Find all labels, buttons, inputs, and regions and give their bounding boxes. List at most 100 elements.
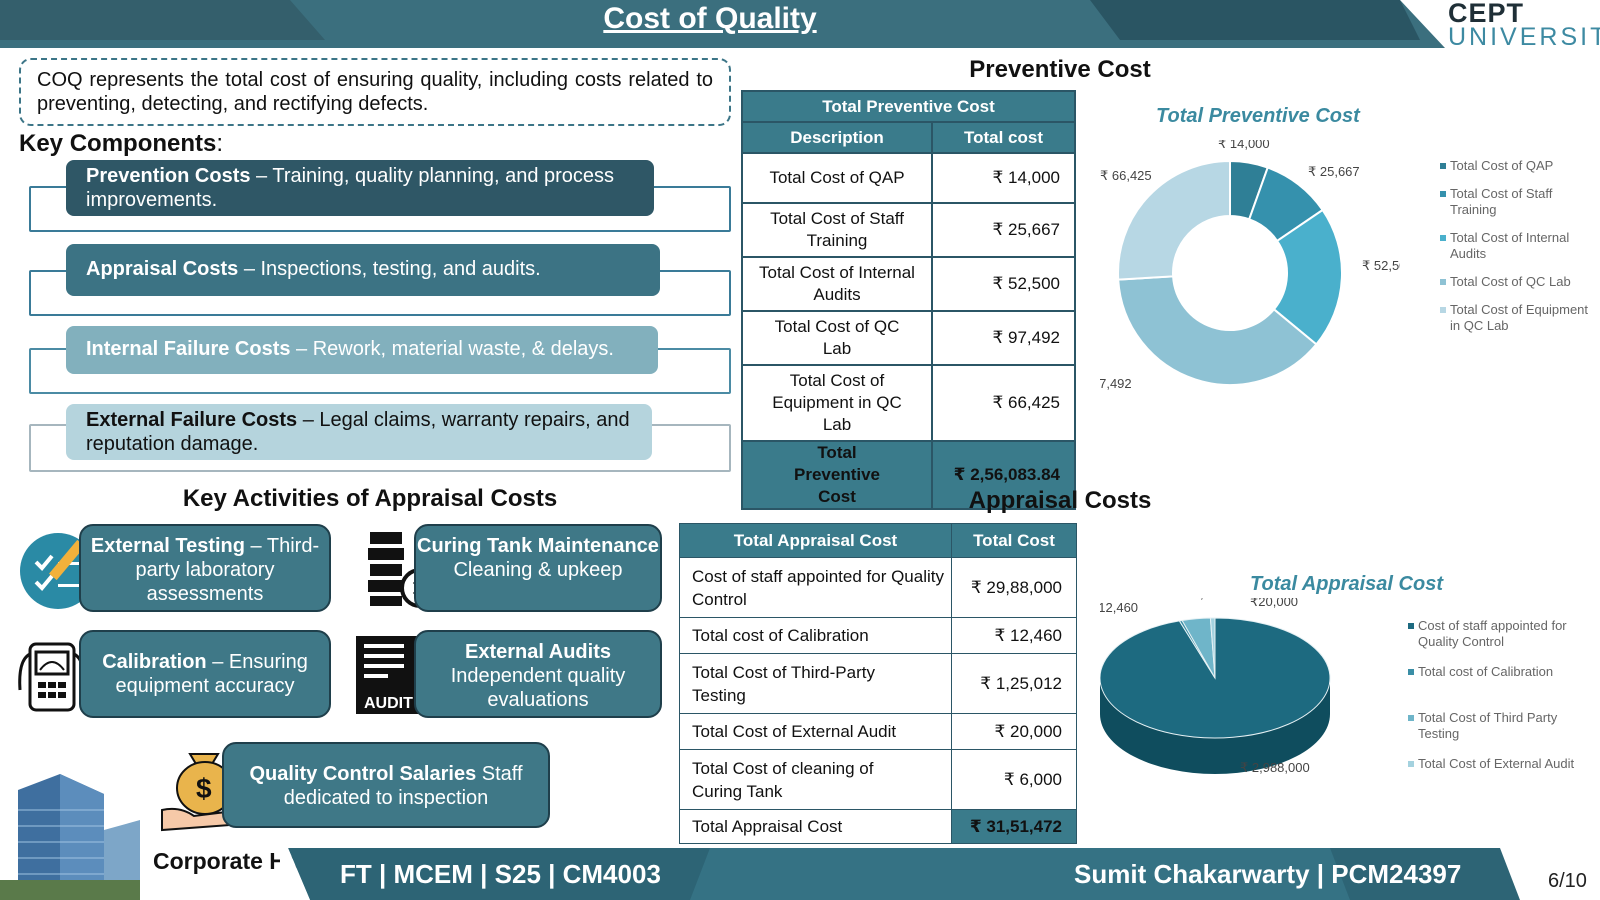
preventive-chart-legend: Total Cost of QAP Total Cost of Staff Tra… — [1440, 158, 1600, 334]
pie-slice — [1209, 617, 1216, 679]
footer-course: FT | MCEM | S25 | CM4003 — [340, 859, 661, 889]
building-image — [0, 770, 140, 900]
preventive-total-value: ₹ 2,56,083.84 — [931, 440, 1076, 510]
legend-swatch — [1408, 669, 1414, 675]
svg-text:$: $ — [196, 773, 212, 804]
legend-label: Total Cost of QAP — [1450, 158, 1554, 173]
legend-swatch — [1440, 307, 1446, 313]
footer-author: Sumit Chakarwarty | PCM24397 — [1074, 859, 1462, 889]
activity-calibration: Calibration – Ensuring equipment accurac… — [79, 630, 331, 718]
pie-data-label: ₹ 2,988,000 — [1240, 760, 1310, 775]
calibration-meter-icon — [18, 642, 86, 712]
university-logo: CEPT UNIVERSITY — [1448, 0, 1600, 51]
pie-data-label: ₹20,000 — [1250, 598, 1298, 609]
table-cell: ₹ 52,500 — [931, 256, 1076, 312]
pie-side — [1100, 678, 1330, 774]
donut-data-label: ₹ 14,000 — [1218, 140, 1270, 151]
pie-data-label: ₹12,460 — [1100, 600, 1138, 615]
table-cell: Total Cost of QAP — [741, 152, 933, 204]
logo-line2: UNIVERSITY — [1448, 23, 1600, 51]
legend-swatch — [1408, 761, 1414, 767]
legend-item: Total Cost of Staff Training — [1440, 186, 1600, 218]
legend-label: Total Cost of Staff Training — [1450, 186, 1553, 217]
component-external-failure: External Failure Costs – Legal claims, w… — [66, 404, 652, 460]
component-appraisal: Appraisal Costs – Inspections, testing, … — [66, 244, 660, 296]
preventive-donut-chart: ₹ 14,000 ₹ 25,667 ₹ 52,500 ₹ 97,492 ₹ 66,425 — [1100, 140, 1400, 391]
pie-slice — [1100, 617, 1331, 739]
appraisal-total-label: Total Appraisal Cost — [679, 809, 952, 844]
component-prevention: Prevention Costs – Training, quality pla… — [66, 160, 654, 216]
table-cell: ₹ 29,88,000 — [951, 557, 1077, 618]
appraisal-pie-chart: ₹ 2,988,000 ₹12,460 ₹125,012 ₹20,000 — [1100, 598, 1331, 775]
footer-banner — [280, 848, 1520, 900]
legend-swatch — [1440, 163, 1446, 169]
table-cell: Total Cost of Equipment in QC Lab — [741, 364, 933, 442]
audit-icon-label: AUDIT — [364, 695, 413, 712]
legend-item: Total cost of Calibration — [1408, 664, 1588, 680]
legend-label: Cost of staff appointed for Quality Cont… — [1418, 618, 1567, 649]
legend-item: Total Cost of QC Lab — [1440, 274, 1600, 290]
donut-slice — [1117, 275, 1318, 386]
appraisal-section-title: Appraisal Costs — [968, 487, 1152, 514]
donut-slice — [1117, 159, 1231, 281]
activity-external-audits: External Audits Independent quality evalu… — [414, 630, 662, 718]
table-cell: ₹ 97,492 — [931, 310, 1076, 366]
page-title: Cost of Quality — [603, 2, 817, 35]
legend-swatch — [1408, 715, 1414, 721]
component-internal-failure: Internal Failure Costs – Rework, materia… — [66, 326, 658, 374]
donut-slice — [1272, 208, 1343, 346]
legend-item: Cost of staff appointed for Quality Cont… — [1408, 618, 1588, 650]
donut-data-label: ₹ 25,667 — [1308, 164, 1360, 179]
table-cell: ₹ 1,25,012 — [951, 653, 1077, 714]
legend-label: Total Cost of External Audit — [1418, 756, 1575, 771]
legend-item: Total Cost of External Audit — [1408, 756, 1588, 772]
table-cell: ₹ 12,460 — [951, 617, 1077, 654]
activity-curing-tank: Curing Tank Maintenance Cleaning & upkeep — [414, 524, 662, 612]
table-cell: ₹ 14,000 — [931, 152, 1076, 204]
logo-line1: CEPT — [1448, 0, 1525, 28]
legend-swatch — [1408, 623, 1414, 629]
preventive-table-title: Total Preventive Cost — [741, 90, 1076, 123]
table-cell: Total Cost of Staff Training — [741, 202, 933, 258]
table-cell: ₹ 66,425 — [931, 364, 1076, 442]
legend-swatch — [1440, 235, 1446, 241]
preventive-col-cost: Total cost — [931, 121, 1076, 154]
appraisal-col-cost: Total Cost — [951, 523, 1077, 558]
header-banner — [0, 0, 1600, 48]
table-cell: ₹ 6,000 — [951, 749, 1077, 810]
preventive-total-label: Total Preventive Cost — [741, 440, 933, 510]
key-components-heading: Key Components: — [19, 130, 224, 157]
appraisal-total-value: ₹ 31,51,472 — [951, 809, 1077, 844]
legend-label: Total Cost of QC Lab — [1450, 274, 1571, 289]
preventive-section-title: Preventive Cost — [969, 56, 1151, 83]
intro-text: COQ represents the total cost of ensurin… — [19, 58, 731, 126]
legend-swatch — [1440, 279, 1446, 285]
legend-item: Total Cost of Internal Audits — [1440, 230, 1600, 262]
table-cell: Cost of staff appointed for Quality Cont… — [679, 557, 952, 618]
legend-item: Total Cost of QAP — [1440, 158, 1600, 174]
table-cell: Total Cost of cleaning of Curing Tank — [679, 749, 952, 810]
legend-label: Total Cost of Equipment in QC Lab — [1450, 302, 1589, 333]
activities-heading: Key Activities of Appraisal Costs — [182, 485, 558, 512]
legend-item: Total Cost of Equipment in QC Lab — [1440, 302, 1600, 334]
legend-label: Total cost of Calibration — [1418, 664, 1554, 679]
pie-data-label: ₹125,012 — [1170, 598, 1225, 601]
legend-item: Total Cost of Third Party Testing — [1408, 710, 1588, 742]
appraisal-chart-legend: Cost of staff appointed for Quality Cont… — [1408, 618, 1588, 772]
table-cell: Total Cost of QC Lab — [741, 310, 933, 366]
table-cell: Total Cost of Internal Audits — [741, 256, 933, 312]
legend-label: Total Cost of Internal Audits — [1450, 230, 1570, 261]
preventive-col-desc: Description — [741, 121, 933, 154]
checklist-icon — [20, 533, 96, 609]
appraisal-cost-table: Total Appraisal Cost Total Cost Cost of s… — [679, 523, 1077, 844]
table-cell: ₹ 20,000 — [951, 713, 1077, 750]
legend-swatch — [1440, 191, 1446, 197]
table-cell: Total Cost of External Audit — [679, 713, 952, 750]
table-cell: Total Cost of Third-Party Testing — [679, 653, 952, 714]
activity-external-testing: External Testing – Third-party laborator… — [79, 524, 331, 612]
appraisal-chart-title: Total Appraisal Cost — [1250, 573, 1443, 595]
donut-data-label: ₹ 97,492 — [1100, 376, 1132, 391]
money-bag-hand-icon: $ — [161, 753, 245, 832]
donut-data-label: ₹ 66,425 — [1100, 168, 1152, 183]
preventive-chart-title: Total Preventive Cost — [1156, 105, 1360, 127]
